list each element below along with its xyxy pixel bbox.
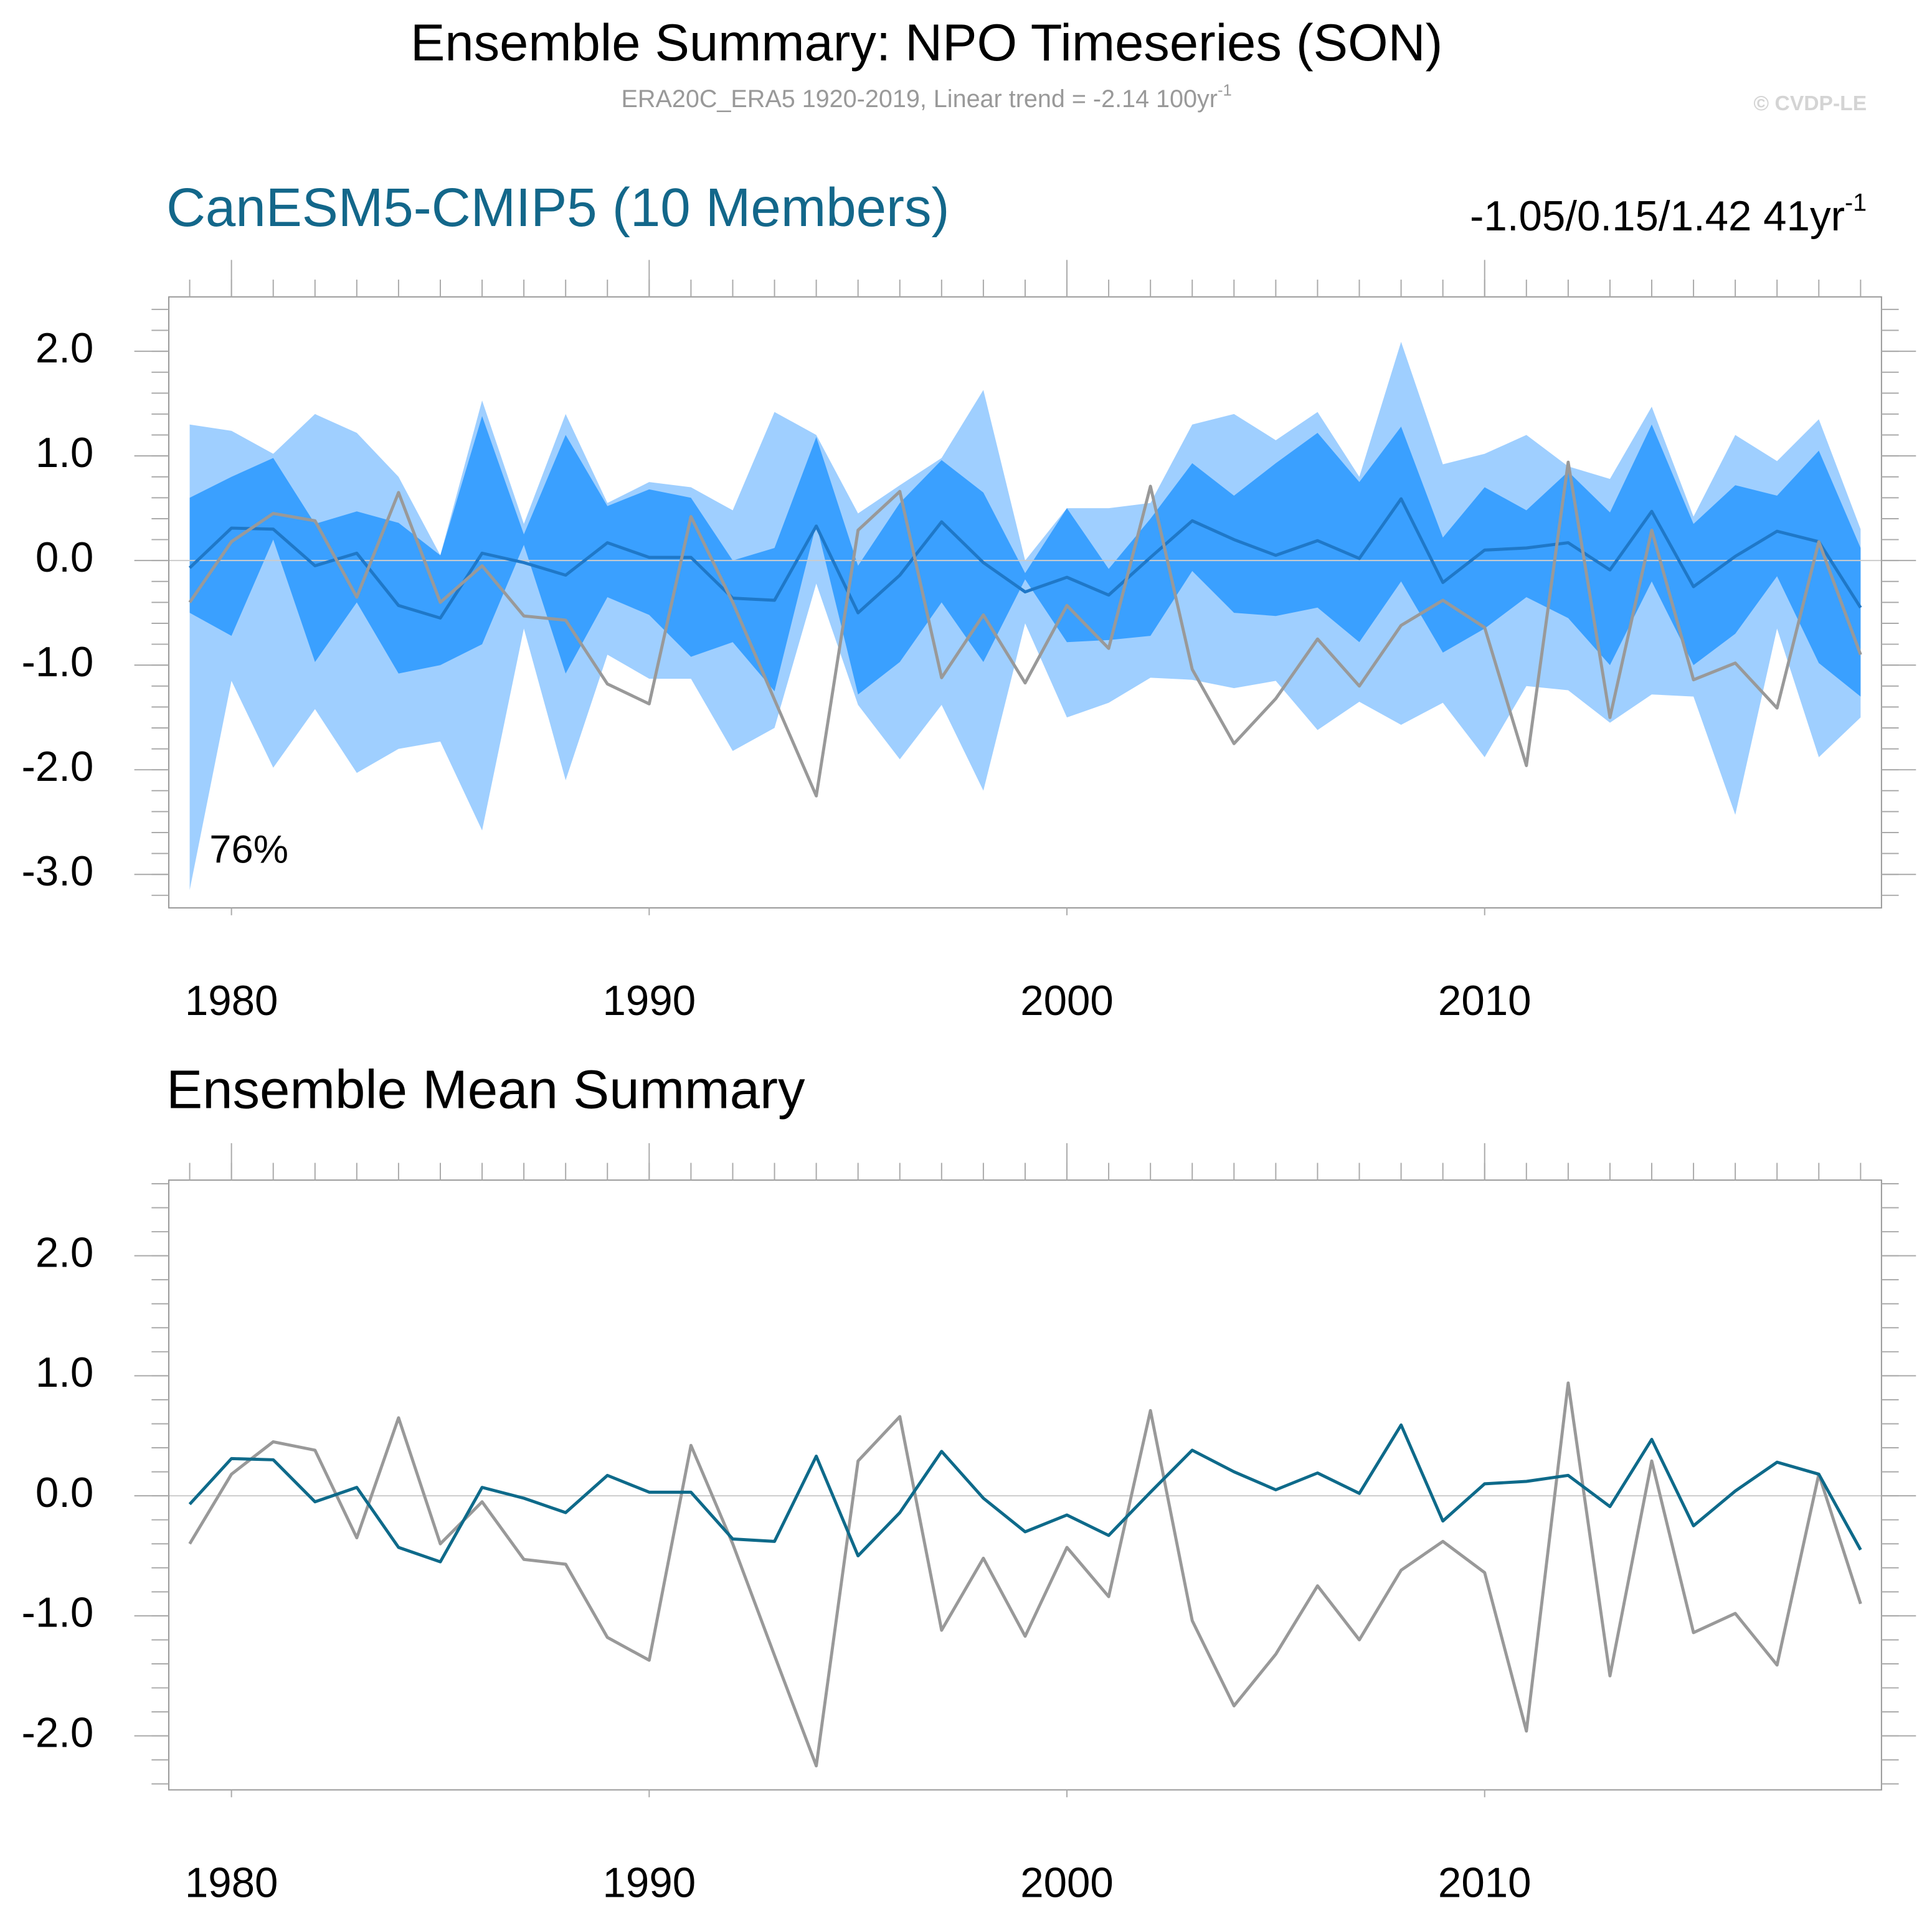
plot-area bbox=[169, 342, 1882, 890]
subtitle-text: ERA20C_ERA5 1920-2019, Linear trend = -2… bbox=[622, 86, 1218, 113]
stats-superscript: -1 bbox=[1845, 189, 1867, 217]
series-line bbox=[188, 1423, 1862, 1564]
x-tick-label: 2000 bbox=[1020, 1859, 1114, 1906]
x-tick-label: 1990 bbox=[603, 1859, 696, 1906]
annotation: 76% bbox=[209, 828, 288, 872]
figure-title: Ensemble Summary: NPO Timeseries (SON) bbox=[410, 14, 1442, 72]
y-tick-label: 2.0 bbox=[36, 1229, 94, 1276]
x-tick-label: 2010 bbox=[1438, 978, 1532, 1024]
x-tick-label: 1980 bbox=[185, 978, 278, 1024]
y-tick-label: 0.0 bbox=[36, 1470, 94, 1516]
y-tick-label: 1.0 bbox=[36, 1349, 94, 1396]
y-tick-label: 0.0 bbox=[36, 534, 94, 581]
range-band bbox=[189, 342, 1861, 890]
y-tick-label: -1.0 bbox=[21, 639, 93, 686]
y-tick-label: 1.0 bbox=[36, 430, 94, 476]
y-tick-label: 2.0 bbox=[36, 325, 94, 372]
x-tick-label: 1990 bbox=[603, 978, 696, 1024]
subtitle-superscript: -1 bbox=[1218, 82, 1232, 99]
x-tick-label: 1980 bbox=[185, 1859, 278, 1906]
panel-title: Ensemble Mean Summary bbox=[166, 1060, 805, 1120]
figure-subtitle: ERA20C_ERA5 1920-2019, Linear trend = -2… bbox=[622, 82, 1232, 113]
stats-text: -1.05/0.15/1.42 41yr bbox=[1470, 193, 1845, 240]
data-layer bbox=[169, 342, 1882, 890]
watermark: © CVDP-LE bbox=[1753, 92, 1867, 115]
y-tick-label: -3.0 bbox=[21, 848, 93, 895]
panel-title: CanESM5-CMIP5 (10 Members) bbox=[166, 177, 949, 238]
y-tick-label: -2.0 bbox=[21, 1709, 93, 1756]
x-tick-label: 2010 bbox=[1438, 1859, 1532, 1906]
range-band bbox=[189, 416, 1861, 697]
data-layer bbox=[169, 1381, 1882, 1768]
series-line bbox=[188, 460, 1862, 798]
y-tick-label: -1.0 bbox=[21, 1590, 93, 1636]
series-line bbox=[188, 1381, 1862, 1768]
plot-area bbox=[169, 1381, 1882, 1768]
x-tick-label: 2000 bbox=[1020, 978, 1114, 1024]
panel-stats: -1.05/0.15/1.42 41yr-1 bbox=[1470, 189, 1867, 240]
y-tick-label: -2.0 bbox=[21, 743, 93, 790]
